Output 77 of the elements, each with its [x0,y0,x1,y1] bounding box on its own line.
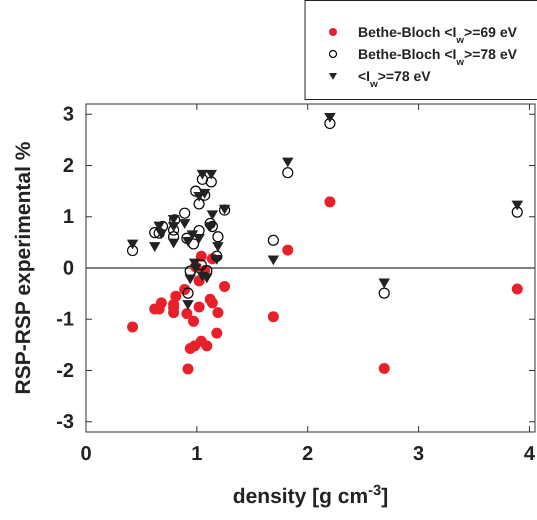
point [212,242,224,252]
point [212,307,224,318]
point [168,224,180,236]
point [219,280,230,292]
x-tick-label: 1 [191,443,202,466]
point [188,238,200,250]
point [204,222,216,232]
x-tick-label: 0 [80,443,92,466]
point [181,308,192,320]
point [182,363,194,374]
point [324,118,336,130]
point [378,278,390,288]
point [168,238,180,248]
point [127,321,138,332]
point [126,240,138,250]
point [206,220,218,232]
point [168,222,180,232]
point [179,208,190,219]
point [148,242,160,252]
point [211,250,222,262]
point [201,340,212,352]
point [193,198,205,210]
x-axis-title: density [g cm$^{-3}$] [232,483,388,508]
point [149,227,160,238]
point [188,316,200,327]
point [268,255,280,266]
point [206,170,218,180]
point [211,254,223,265]
y-tick-label: -1 [56,308,74,331]
point [178,219,190,229]
point [190,186,202,197]
point [206,176,217,188]
point [190,264,202,274]
point [206,210,218,220]
point [268,234,279,246]
x-tick-label: 4 [524,443,536,466]
legend-label: Bethe-Bloch <I$_{w}$>=78 eV [358,46,518,68]
point [206,297,218,308]
y-tick-label: 1 [62,206,74,228]
point [196,174,208,185]
legend-label: Bethe-Bloch <I$_{w}$>=69 eV [358,24,518,46]
point [154,228,165,239]
point [181,232,192,244]
point [282,158,294,168]
point [282,244,294,256]
y-tick-label: 0 [62,257,74,280]
point [182,300,194,310]
legend-label: <I$_{w}$>=78 eV [358,68,432,90]
point [212,231,224,242]
point [324,113,336,123]
point [282,167,294,178]
point [156,297,167,308]
point [126,244,138,256]
point [194,301,205,312]
y-tick-label: -2 [56,360,74,382]
x-tick-label: 2 [302,443,314,466]
y-tick-label: -3 [56,411,74,434]
point [512,206,523,218]
point [170,290,182,302]
point [512,284,523,294]
point [196,170,208,180]
point [512,200,524,210]
point [186,230,198,240]
point [378,362,390,374]
y-tick-label: 2 [62,154,74,177]
point [324,196,336,208]
point [182,288,194,299]
y-axis-title: RSP-RSP experimental % [12,141,35,394]
point [193,234,205,244]
point [156,229,168,240]
point [184,274,196,284]
point [204,218,216,230]
y-tick-label: 3 [62,104,74,126]
point [268,311,279,322]
point [211,328,222,339]
x-tick-label: 3 [413,443,424,466]
point [378,288,390,299]
